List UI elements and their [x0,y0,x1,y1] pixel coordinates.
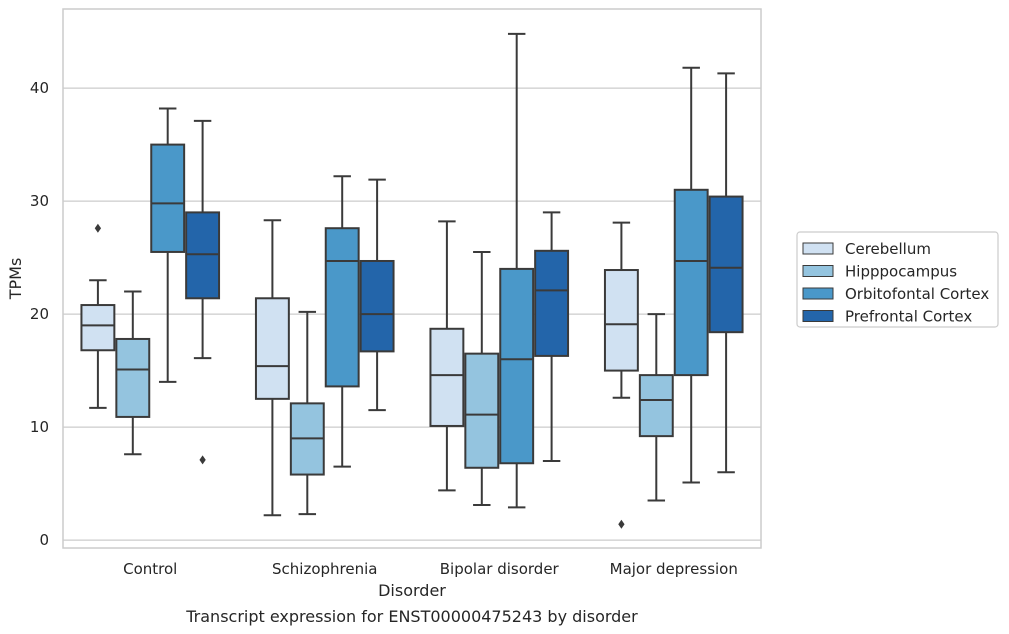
box-group [324,175,360,468]
box-group [115,290,151,456]
plot-frame [62,8,762,549]
box [429,327,465,427]
legend-swatch [802,310,834,322]
box-group [673,66,709,484]
x-tick-label: Control [123,560,177,578]
legend-label: Prefrontal Cortex [845,308,972,326]
box [499,267,535,465]
legend-label: Orbitofontal Cortex [845,285,989,303]
box [603,269,639,372]
outlier-marker [94,223,102,233]
legend-label: Hipppocampus [845,263,957,281]
box [80,304,116,352]
box-group [638,313,674,502]
x-tick-label: Major depression [610,560,738,578]
box [673,188,709,377]
box [185,211,221,300]
box-group [359,178,395,412]
box [534,249,570,357]
box-group [254,219,290,517]
chart-caption: Transcript expression for ENST0000047524… [185,607,638,626]
legend-swatch [802,265,834,277]
y-tick-label: 0 [39,531,49,549]
box-group [150,107,186,383]
box-group [80,223,116,409]
y-tick-label: 30 [30,192,49,210]
y-axis-label: TPMs [6,258,25,301]
x-tick-label: Schizophrenia [272,560,377,578]
box [359,259,395,353]
box [708,195,744,334]
x-tick-label: Bipolar disorder [440,560,560,578]
x-tick-labels: Control Schizophrenia Bipolar disorder Majo… [123,560,738,578]
y-tick-labels: 0 10 20 30 40 [30,79,49,549]
outlier-marker [618,519,625,529]
legend-swatch [802,242,834,255]
box-group [429,220,465,492]
box-series [80,32,744,529]
legend-swatch [802,287,834,300]
box-group [185,119,221,465]
box [324,227,360,388]
box [464,352,500,469]
legend: Cerebellum Hipppocampus Orbitofontal Corte… [796,231,999,328]
x-axis-label: Disorder [378,581,446,600]
box-group [289,310,325,516]
box-group [708,72,744,474]
box-group [499,32,535,509]
box [254,297,290,400]
y-tick-label: 40 [30,79,49,97]
box [115,337,151,418]
box [638,374,674,438]
box [150,143,186,253]
legend-frame [796,231,999,328]
outlier-marker [199,455,206,465]
box-group [464,250,500,507]
y-tick-label: 20 [30,305,49,323]
y-tick-label: 10 [30,418,49,436]
box-group [534,211,570,462]
box-group [603,221,639,529]
legend-label: Cerebellum [845,240,931,258]
